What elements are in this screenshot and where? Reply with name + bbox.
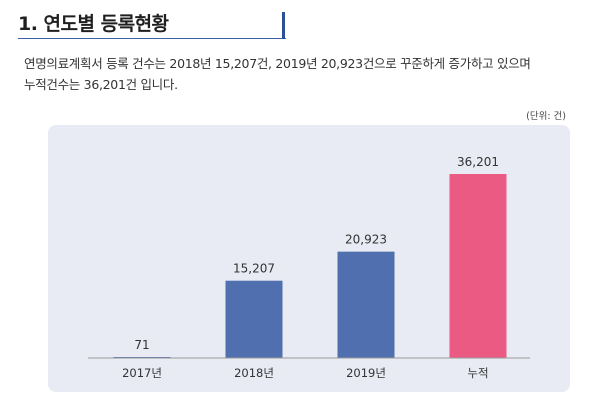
bar-chart: 71 2017년 15,207 2018년 20,923 2019년 36,201 누적	[88, 155, 530, 380]
section-title: 1. 연도별 등록현황	[18, 13, 169, 35]
bar-3	[449, 174, 507, 358]
value-label-0: 71	[134, 338, 149, 352]
value-label-1: 15,207	[233, 262, 275, 276]
x-tick-label-1: 2018년	[234, 366, 274, 380]
description-line-2: 누적건수는 36,201건 입니다.	[24, 77, 178, 92]
x-tick-label-3: 누적	[467, 366, 488, 380]
description-line-1: 연명의료계획서 등록 건수는 2018년 15,207건, 2019년 20,9…	[24, 56, 531, 71]
value-label-2: 20,923	[345, 233, 387, 247]
heading-corner-mark	[282, 12, 285, 39]
section-heading: 1. 연도별 등록현황	[18, 6, 286, 39]
bar-2	[337, 251, 395, 358]
description-text: 연명의료계획서 등록 건수는 2018년 15,207건, 2019년 20,9…	[24, 53, 584, 95]
x-tick-label-2: 2019년	[346, 366, 386, 380]
unit-note: (단위: 건)	[526, 111, 566, 122]
value-label-3: 36,201	[457, 155, 499, 169]
heading-underline	[18, 38, 286, 39]
bar-1	[225, 280, 283, 358]
chart-panel: 71 2017년 15,207 2018년 20,923 2019년 36,201 누적	[48, 125, 570, 392]
x-tick-label-0: 2017년	[122, 366, 162, 380]
